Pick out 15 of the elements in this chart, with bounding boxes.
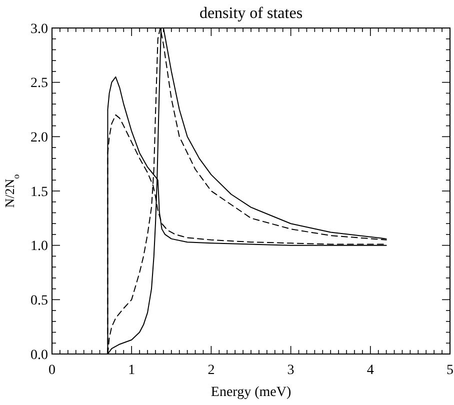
y-tick-label: 0.5 [30,294,48,309]
y-tick-label: 3.0 [30,22,48,37]
y-tick-label: 1.5 [30,184,48,200]
x-tick-label: 0 [48,363,56,378]
x-tick-label: 4 [366,363,374,378]
x-tick-label: 5 [446,363,454,378]
chart-title: density of states [199,5,303,22]
x-tick-label: 1 [128,363,136,378]
y-tick-label: 2.0 [30,130,48,146]
x-tick-label: 2 [208,363,215,378]
y-tick-label: 0.0 [30,348,48,363]
x-tick-label: 3 [287,363,294,378]
y-tick-label: 2.5 [30,76,48,92]
y-tick-label: 1.0 [30,239,48,254]
x-axis-title: Energy (meV) [210,385,292,400]
